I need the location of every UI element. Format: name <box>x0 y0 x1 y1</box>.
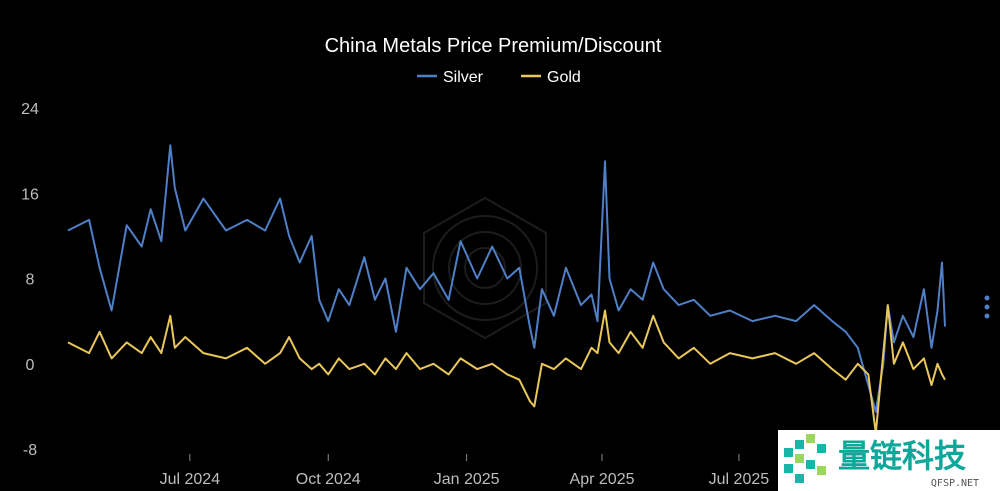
series-lines <box>67 144 946 434</box>
brand-name: 量链科技 <box>838 437 966 475</box>
y-tick-label: 8 <box>26 272 35 289</box>
legend-label: Silver <box>443 69 484 86</box>
y-tick-label: 0 <box>26 357 35 374</box>
x-tick-label: Jul 2024 <box>160 471 221 488</box>
brand-watermark: 量链科技 QFSP.NET <box>778 430 1000 491</box>
y-tick-label: 24 <box>21 101 39 118</box>
x-tick-label: Apr 2025 <box>570 471 635 488</box>
brand-url: QFSP.NET <box>931 478 979 489</box>
legend: Silver Gold <box>417 69 581 86</box>
series-line-silver <box>67 144 946 413</box>
y-tick-label: 16 <box>21 186 39 203</box>
x-tick-label: Jan 2025 <box>434 471 500 488</box>
background-emblem <box>423 196 547 340</box>
more-vertical-icon[interactable] <box>984 295 990 319</box>
series-line-gold <box>67 304 946 434</box>
brand-logo-icon <box>784 434 826 483</box>
y-tick-label: -8 <box>23 442 37 459</box>
chart-title: China Metals Price Premium/Discount <box>325 35 662 57</box>
y-axis-ticks: -8 0 8 16 24 <box>21 101 39 459</box>
legend-label: Gold <box>547 69 581 86</box>
x-axis-ticks: Jul 2024 Oct 2024 Jan 2025 Apr 2025 Jul 2025 <box>160 454 770 488</box>
x-tick-label: Oct 2024 <box>296 471 361 488</box>
x-tick-label: Jul 2025 <box>709 471 770 488</box>
